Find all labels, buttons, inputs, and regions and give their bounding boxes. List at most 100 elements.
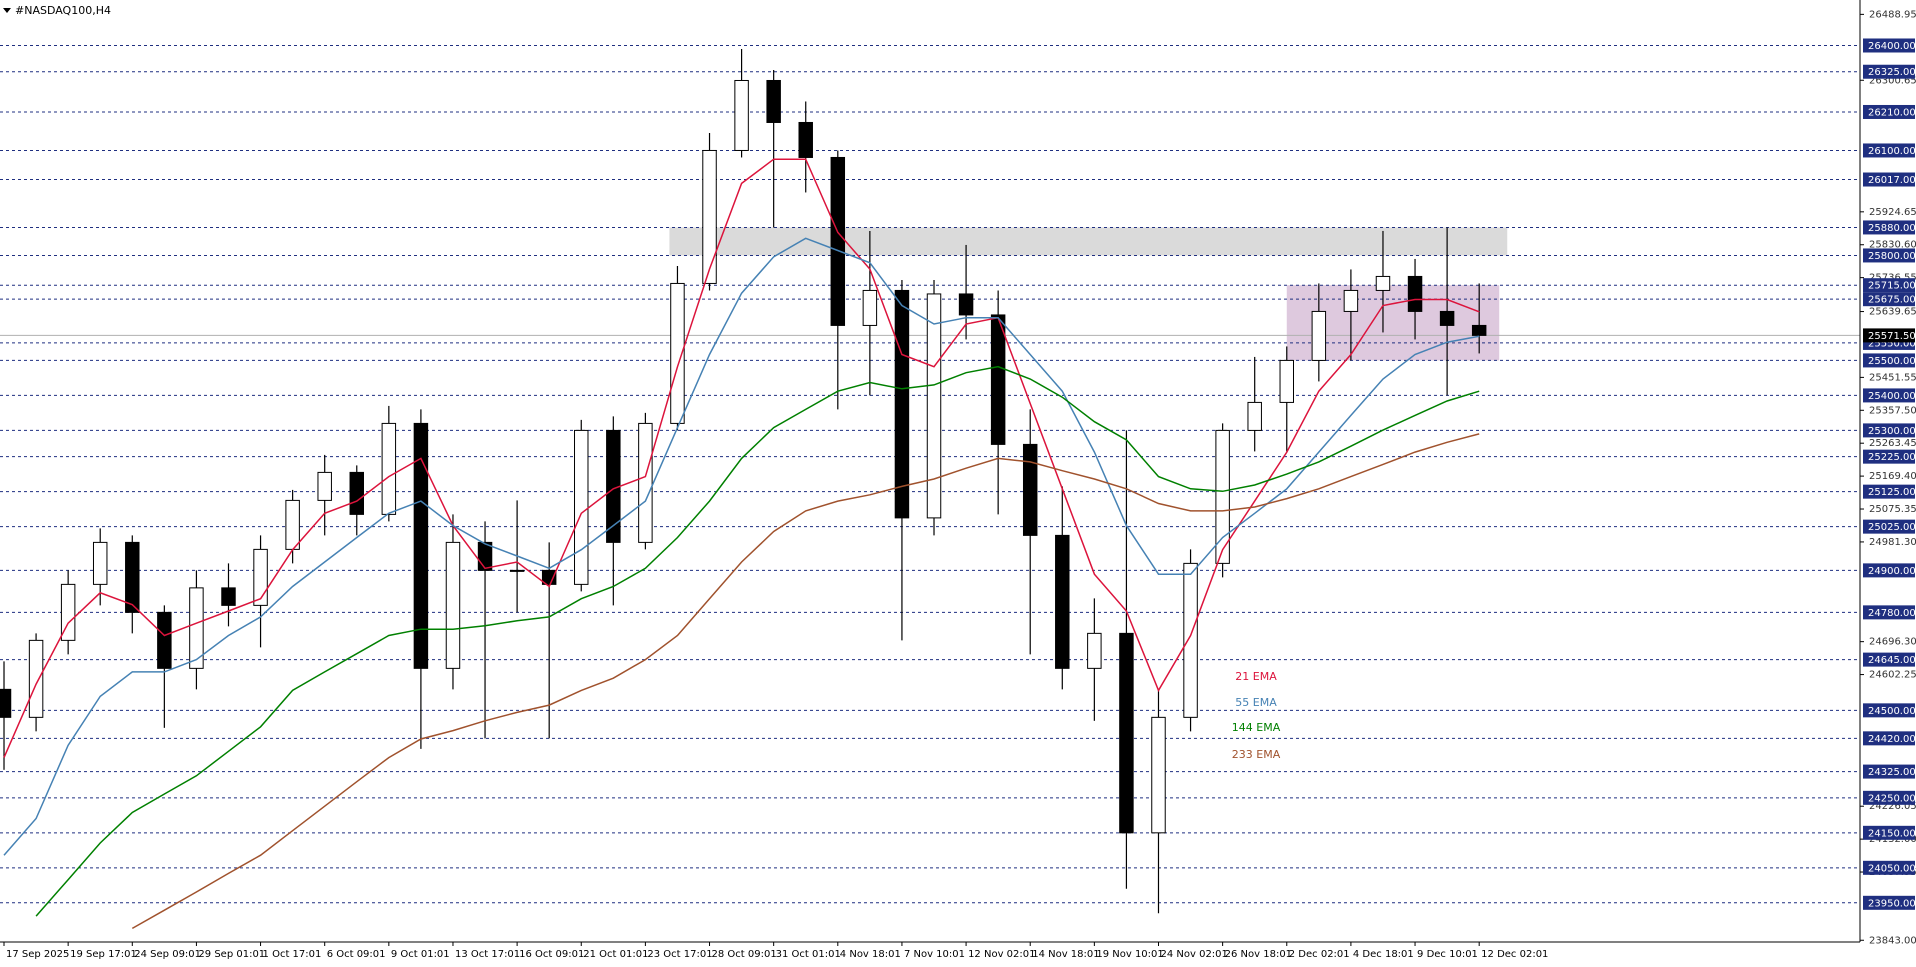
- level-label: 24250.00: [1868, 793, 1916, 804]
- candle-body: [477, 541, 493, 571]
- x-tick-label: 12 Nov 02:01: [968, 949, 1035, 960]
- level-label-box: [1863, 64, 1915, 79]
- level-label-box: [1863, 484, 1915, 499]
- y-tick-label: 26300.65: [1869, 75, 1916, 86]
- level-label: 26400.00: [1868, 41, 1916, 52]
- candle-body: [1055, 534, 1070, 669]
- level-label: 24900.00: [1868, 566, 1916, 577]
- level-label: 25225.00: [1868, 452, 1916, 463]
- candles: [0, 48, 1487, 914]
- candle-body: [1119, 632, 1134, 834]
- candle-body: [381, 422, 397, 515]
- x-tick-label: 12 Dec 02:01: [1481, 949, 1548, 960]
- level-label: 26100.00: [1868, 146, 1916, 157]
- level-label: 24325.00: [1868, 767, 1916, 778]
- candle-body: [734, 79, 749, 151]
- level-label: 23950.00: [1868, 898, 1916, 909]
- labels: 26488.95 26300.65 25924.65 25830.60 25736.55…: [3, 9, 1916, 960]
- level-label-box: [1863, 104, 1915, 119]
- candle-body: [413, 422, 429, 669]
- candle-body: [766, 79, 781, 123]
- level-label-box: [1863, 38, 1915, 53]
- candle-body: [1311, 310, 1327, 361]
- ema-line: [35, 365, 1480, 917]
- candle-body: [1215, 429, 1230, 564]
- candle-body: [1375, 275, 1391, 291]
- candle-body: [349, 471, 365, 515]
- candle-body: [894, 289, 910, 519]
- candle-body: [0, 688, 12, 718]
- level-label-box: [1863, 825, 1915, 840]
- candle-body: [862, 289, 878, 326]
- candle-body: [670, 282, 685, 424]
- current-price-label: 25571.50: [1868, 331, 1916, 342]
- x-tick-label: 9 Dec 10:01: [1417, 949, 1478, 960]
- level-label: 25550.00: [1868, 338, 1916, 349]
- candle-body: [1183, 562, 1198, 718]
- candle-body: [1247, 401, 1262, 431]
- ema-line: [3, 158, 1480, 758]
- level-label-box: [1863, 449, 1915, 464]
- level-label-box: [1863, 220, 1915, 235]
- level-label: 24780.00: [1868, 608, 1916, 619]
- y-tick-label: 26488.95: [1869, 9, 1916, 20]
- y-tick-label: 25451.55: [1869, 372, 1916, 383]
- level-label: 25125.00: [1868, 487, 1916, 498]
- level-label-box: [1863, 143, 1915, 158]
- candle-body: [125, 541, 140, 613]
- y-tick-label: 25169.40: [1869, 471, 1916, 482]
- candle-body: [638, 422, 653, 543]
- y-tick-label: 25357.50: [1869, 405, 1916, 416]
- legend-label: 55 EMA: [1235, 696, 1277, 709]
- legend-label: 21 EMA: [1235, 670, 1277, 683]
- chart-title: #NASDAQ100,H4: [15, 4, 111, 17]
- level-label-box: [1863, 423, 1915, 438]
- candle-body: [926, 293, 942, 519]
- zone: [669, 227, 1508, 256]
- candle-body: [1022, 443, 1038, 536]
- candle-body: [28, 639, 44, 718]
- level-label-box: [1863, 790, 1915, 805]
- y-tick-label: 25263.45: [1869, 438, 1916, 449]
- candle-body: [958, 293, 974, 316]
- level-label-box: [1863, 172, 1915, 187]
- legend-label: 144 EMA: [1232, 721, 1281, 734]
- candle-body: [798, 121, 813, 158]
- x-tick-label: 31 Oct 01:01: [776, 949, 841, 960]
- level-label-box: [1863, 278, 1915, 293]
- menu-triangle[interactable]: [3, 8, 11, 13]
- level-label: 26210.00: [1868, 107, 1916, 118]
- candle-body: [541, 569, 557, 585]
- y-tick-label: 25075.35: [1869, 504, 1916, 515]
- y-tick-label: 24226.05: [1869, 801, 1916, 812]
- level-label-box: [1863, 563, 1915, 578]
- candle-body: [1343, 289, 1359, 312]
- x-tick-label: 6 Oct 09:01: [327, 949, 386, 960]
- level-label-box: [1863, 388, 1915, 403]
- legend-label: 233 EMA: [1232, 748, 1281, 761]
- x-tick-label: 16 Oct 09:01: [519, 949, 584, 960]
- candle-body: [189, 587, 204, 669]
- ema-lines: [3, 158, 1480, 930]
- level-label-box: [1863, 292, 1915, 307]
- level-label: 25800.00: [1868, 251, 1916, 262]
- level-label: 25880.00: [1868, 223, 1916, 234]
- level-label: 24150.00: [1868, 828, 1916, 839]
- level-label: 25500.00: [1868, 356, 1916, 367]
- ema-line: [131, 433, 1480, 930]
- candle-body: [1279, 359, 1295, 403]
- level-label: 24050.00: [1868, 863, 1916, 874]
- level-label-box: [1863, 519, 1915, 534]
- x-tick-label: 13 Oct 17:01: [455, 949, 520, 960]
- level-label-box: [1863, 353, 1915, 368]
- level-label: 24420.00: [1868, 734, 1916, 745]
- level-label: 25715.00: [1868, 281, 1916, 292]
- x-tick-label: 9 Oct 01:01: [391, 949, 450, 960]
- axes: #NASDAQ100,H4: [0, 0, 1861, 943]
- candle-body: [574, 429, 589, 585]
- level-label: 25300.00: [1868, 426, 1916, 437]
- x-tick-label: 19 Sep 17:01: [70, 949, 137, 960]
- y-tick-label: 25736.55: [1869, 273, 1916, 284]
